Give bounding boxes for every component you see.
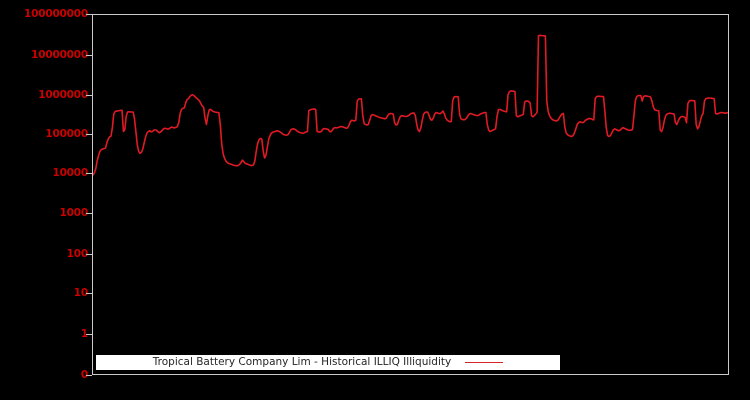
y-tick-label: 100000 — [45, 127, 88, 140]
y-axis-tick-labels: 100000000 10000000 1000000 100000 10000 … — [0, 0, 88, 400]
illiq-series-line — [93, 34, 728, 176]
y-tick-label: 1000000 — [38, 88, 88, 101]
y-tick-label: 1 — [80, 327, 88, 340]
legend-label: Tropical Battery Company Lim - Historica… — [152, 356, 452, 369]
chart-legend[interactable]: Tropical Battery Company Lim - Historica… — [96, 355, 560, 370]
y-tick-label: 100000000 — [24, 7, 88, 20]
y-tick-mark — [86, 334, 92, 335]
y-tick-label: 10000 — [52, 166, 88, 179]
y-tick-mark — [86, 293, 92, 294]
y-tick-mark — [86, 213, 92, 214]
y-tick-mark — [86, 134, 92, 135]
legend-line-sample — [465, 362, 504, 363]
y-tick-label: 10000000 — [31, 48, 88, 61]
y-tick-mark — [86, 14, 92, 15]
y-tick-mark — [86, 375, 92, 376]
y-tick-mark — [86, 254, 92, 255]
y-tick-mark — [86, 55, 92, 56]
y-tick-label: 100 — [66, 247, 89, 260]
plot-area — [92, 14, 729, 375]
y-tick-mark — [86, 95, 92, 96]
y-tick-label: 10 — [73, 286, 88, 299]
y-tick-label: 1000 — [59, 206, 89, 219]
y-tick-mark — [86, 173, 92, 174]
y-tick-label: 0 — [80, 368, 88, 381]
illiq-series-svg — [93, 34, 728, 176]
